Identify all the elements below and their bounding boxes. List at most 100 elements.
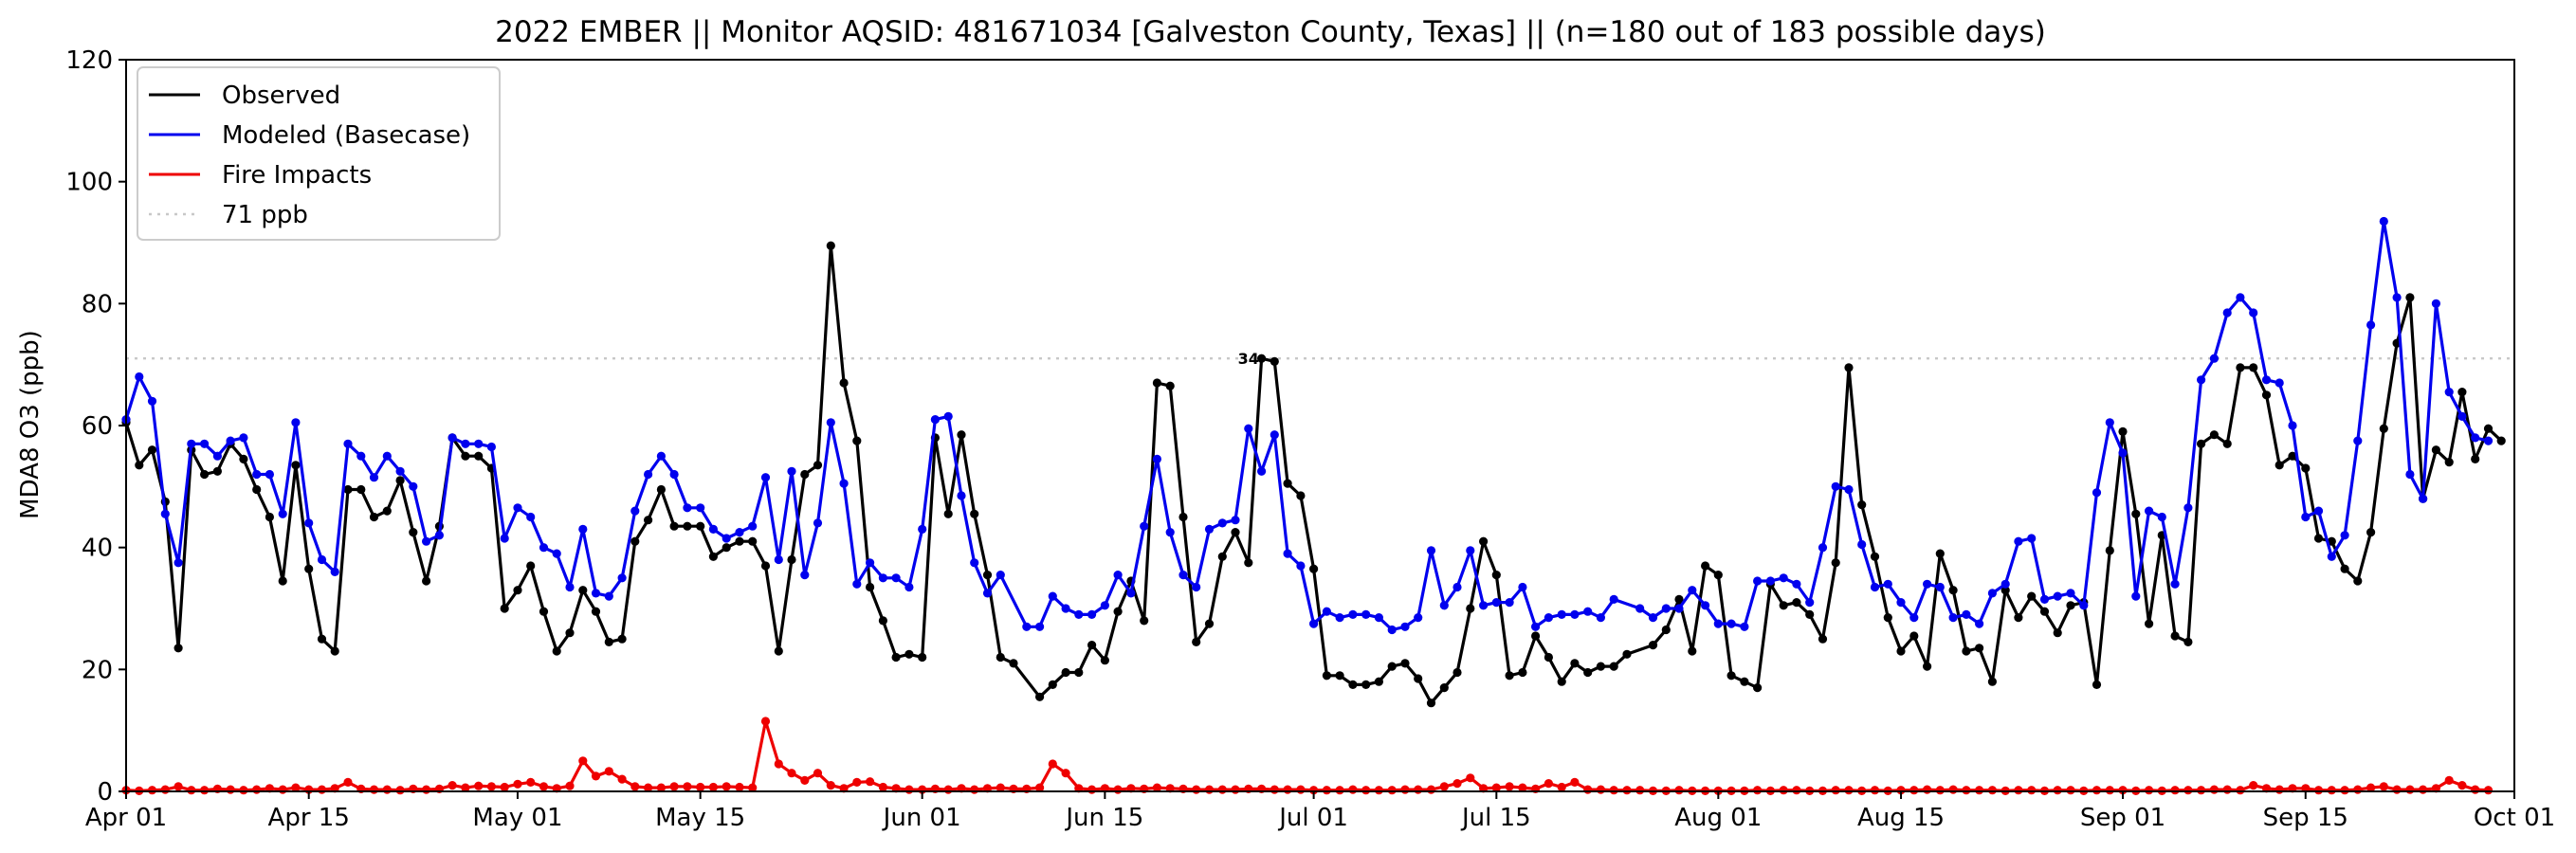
data-point-observed xyxy=(1844,363,1854,372)
y-tick-label: 80 xyxy=(82,290,113,318)
data-point-modeled-basecase xyxy=(2471,433,2480,443)
data-point-observed xyxy=(461,451,470,461)
data-point-observed xyxy=(1009,659,1018,668)
data-point-modeled-basecase xyxy=(2027,534,2037,543)
data-point-modeled-basecase xyxy=(1204,524,1215,535)
data-point-modeled-basecase xyxy=(265,469,274,480)
data-point-fire-impacts xyxy=(2092,786,2102,795)
y-axis-label: MDA8 O3 (ppb) xyxy=(16,330,45,519)
x-tick-label: Aug 01 xyxy=(1674,804,1762,832)
data-point-fire-impacts xyxy=(1557,782,1566,792)
data-point-observed xyxy=(2092,680,2102,690)
data-point-observed xyxy=(1152,378,1161,388)
data-point-fire-impacts xyxy=(760,717,771,726)
data-point-observed xyxy=(2301,463,2311,473)
data-point-modeled-basecase xyxy=(226,436,235,445)
data-point-observed xyxy=(2431,445,2440,455)
data-point-observed xyxy=(1570,659,1580,668)
data-point-observed xyxy=(1257,354,1267,363)
data-point-fire-impacts xyxy=(1217,785,1227,794)
data-point-observed xyxy=(2353,576,2363,586)
data-point-fire-impacts xyxy=(1570,777,1580,788)
legend-label-observed: Observed xyxy=(222,82,340,110)
data-point-fire-impacts xyxy=(2457,781,2467,790)
data-point-fire-impacts xyxy=(317,785,327,794)
data-point-modeled-basecase xyxy=(2261,375,2272,385)
data-point-fire-impacts xyxy=(852,777,862,788)
data-point-fire-impacts xyxy=(735,782,744,792)
y-tick-label: 120 xyxy=(65,46,113,75)
data-point-fire-impacts xyxy=(343,777,353,788)
data-point-modeled-basecase xyxy=(1335,613,1344,623)
data-point-observed xyxy=(1335,671,1344,681)
data-point-observed xyxy=(1609,662,1618,671)
data-point-fire-impacts xyxy=(2313,786,2324,795)
data-point-modeled-basecase xyxy=(1309,619,1319,628)
data-point-observed xyxy=(2053,628,2062,638)
data-point-observed xyxy=(1674,594,1684,605)
data-point-fire-impacts xyxy=(474,781,484,790)
data-point-modeled-basecase xyxy=(239,433,248,443)
data-point-modeled-basecase xyxy=(1962,609,1971,620)
data-point-modeled-basecase xyxy=(1466,546,1475,555)
data-point-observed xyxy=(2457,388,2467,397)
data-point-modeled-basecase xyxy=(212,451,222,461)
data-point-fire-impacts xyxy=(2236,786,2245,795)
data-point-observed xyxy=(1452,667,1462,678)
data-point-modeled-basecase xyxy=(526,512,536,522)
data-point-modeled-basecase xyxy=(291,418,301,427)
data-point-modeled-basecase xyxy=(1740,622,1749,631)
data-point-modeled-basecase xyxy=(1126,589,1136,598)
data-point-observed xyxy=(2444,458,2454,467)
data-point-fire-impacts xyxy=(1923,785,1932,794)
data-point-modeled-basecase xyxy=(2301,512,2311,522)
data-point-modeled-basecase xyxy=(1087,609,1097,620)
data-point-modeled-basecase xyxy=(1831,481,1840,491)
data-point-observed xyxy=(304,564,314,573)
data-point-fire-impacts xyxy=(656,783,667,792)
data-point-observed xyxy=(760,561,771,571)
data-point-modeled-basecase xyxy=(2209,354,2219,363)
data-point-modeled-basecase xyxy=(1713,619,1723,628)
x-tick-label: Apr 15 xyxy=(268,804,350,832)
data-point-modeled-basecase xyxy=(1883,579,1892,589)
data-point-observed xyxy=(252,484,262,495)
data-point-fire-impacts xyxy=(200,786,210,795)
data-point-modeled-basecase xyxy=(970,558,979,568)
data-point-observed xyxy=(878,616,888,626)
data-point-observed xyxy=(656,484,667,495)
data-point-modeled-basecase xyxy=(630,506,640,516)
legend-entry-modeled: Modeled (Basecase) xyxy=(149,121,470,150)
x-tick-label: Oct 01 xyxy=(2474,804,2555,832)
data-point-fire-impacts xyxy=(1374,786,1383,795)
data-point-modeled-basecase xyxy=(160,509,170,518)
data-point-modeled-basecase xyxy=(304,518,314,528)
data-point-modeled-basecase xyxy=(918,524,927,535)
data-point-fire-impacts xyxy=(1414,785,1423,794)
data-point-modeled-basecase xyxy=(1805,598,1815,608)
data-point-modeled-basecase xyxy=(1061,604,1070,613)
data-point-fire-impacts xyxy=(1270,785,1279,794)
data-point-fire-impacts xyxy=(448,781,457,790)
data-point-observed xyxy=(2340,564,2349,573)
data-point-fire-impacts xyxy=(2379,782,2388,791)
data-point-modeled-basecase xyxy=(1688,586,1697,595)
data-point-fire-impacts xyxy=(604,767,613,776)
data-point-modeled-basecase xyxy=(2118,448,2128,458)
data-point-fire-impacts xyxy=(1909,786,1919,795)
data-point-fire-impacts xyxy=(1505,782,1514,791)
data-point-modeled-basecase xyxy=(904,582,914,592)
data-point-modeled-basecase xyxy=(500,534,509,543)
data-point-observed xyxy=(2066,601,2075,610)
legend-label-fire-impacts: Fire Impacts xyxy=(222,161,372,190)
chart-annotation: 34 xyxy=(1238,350,1259,368)
data-point-fire-impacts xyxy=(708,782,719,792)
data-point-fire-impacts xyxy=(1296,785,1306,794)
data-point-observed xyxy=(839,378,849,388)
data-point-observed xyxy=(291,461,301,470)
data-point-modeled-basecase xyxy=(1923,579,1932,589)
data-point-modeled-basecase xyxy=(996,571,1005,580)
data-point-modeled-basecase xyxy=(2170,579,2180,589)
data-point-observed xyxy=(1792,598,1801,608)
data-point-observed xyxy=(1661,625,1671,635)
